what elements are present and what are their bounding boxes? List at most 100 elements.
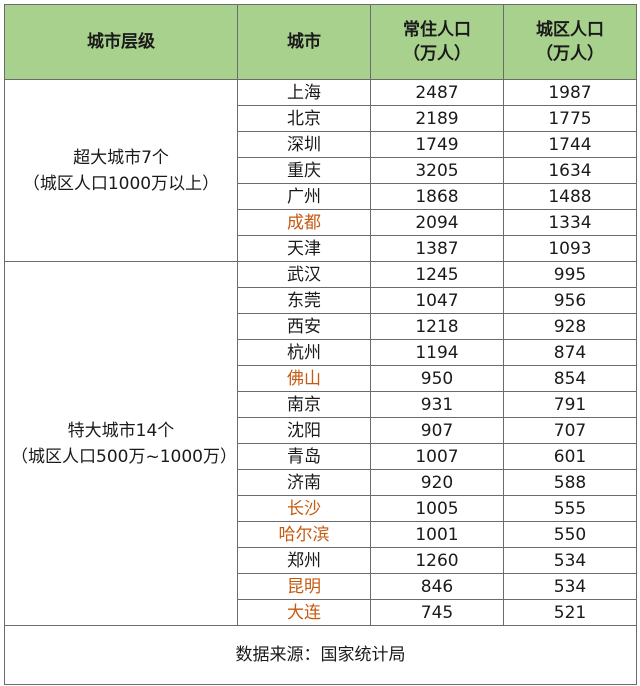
table-row: 重庆 3205 1634 [5, 157, 637, 184]
resident-population-cell: 1868 [370, 183, 504, 210]
table-body: 超大城市7个 （城区人口1000万以上） 上海 2487 1987 北京 2189 1775 深… [4, 79, 637, 626]
tier-criteria: （城区人口1000万以上） [22, 173, 220, 194]
table-row: 深圳 1749 1744 [5, 131, 637, 158]
urban-population-cell: 1987 [503, 79, 637, 106]
resident-population-cell: 3205 [370, 157, 504, 184]
urban-population-cell: 1744 [503, 131, 637, 158]
table-row: 南京 931 791 [5, 391, 637, 418]
resident-population-cell: 1007 [370, 443, 504, 470]
urban-population-cell: 874 [503, 339, 637, 366]
urban-population-cell: 1634 [503, 157, 637, 184]
table-row: 杭州 1194 874 [5, 339, 637, 366]
table-row: 昆明 846 534 [5, 573, 637, 600]
table-row: 超大城市7个 （城区人口1000万以上） 上海 2487 1987 [4, 79, 637, 262]
resident-population-cell: 2189 [370, 105, 504, 132]
header-resident-line1: 常住人口 [403, 20, 471, 40]
urban-population-cell: 534 [503, 573, 637, 600]
tier-criteria: （城区人口500万~1000万） [11, 446, 237, 467]
resident-population-cell: 1749 [370, 131, 504, 158]
header-resident-population: 常住人口 （万人） [370, 4, 504, 80]
header-tier: 城市层级 [4, 4, 238, 80]
table-row: 广州 1868 1488 [5, 183, 637, 210]
table-row: 北京 2189 1775 [5, 105, 637, 132]
source-note: 数据来源：国家统计局 [4, 625, 637, 685]
tier-label: 特大城市14个 [67, 420, 175, 441]
resident-population-cell: 920 [370, 469, 504, 496]
city-name-cell: 天津 [237, 235, 371, 262]
city-name-cell: 杭州 [237, 339, 371, 366]
city-name-cell: 北京 [237, 105, 371, 132]
city-name-cell: 深圳 [237, 131, 371, 158]
city-name-cell: 成都 [237, 209, 371, 236]
city-name-cell: 东莞 [237, 287, 371, 314]
tier-cell: 超大城市7个 （城区人口1000万以上） [4, 79, 238, 262]
header-urban-population: 城区人口 （万人） [503, 4, 637, 80]
table-row: 特大城市14个 （城区人口500万~1000万） 武汉 1245 995 [4, 261, 637, 626]
header-row: 城市层级 城市 常住人口 （万人） 城区人口 （万人） [4, 4, 637, 80]
city-population-table: 城市层级 城市 常住人口 （万人） 城区人口 （万人） 超大城市7个 （城区人口1… [4, 4, 637, 685]
city-name-cell: 哈尔滨 [237, 521, 371, 548]
resident-population-cell: 1218 [370, 313, 504, 340]
city-name-cell: 武汉 [237, 261, 371, 288]
table-footer: 数据来源：国家统计局 [4, 625, 637, 685]
city-name-cell: 大连 [237, 599, 371, 626]
source-row: 数据来源：国家统计局 [4, 625, 637, 685]
urban-population-cell: 1488 [503, 183, 637, 210]
resident-population-cell: 745 [370, 599, 504, 626]
resident-population-cell: 1245 [370, 261, 504, 288]
table-header: 城市层级 城市 常住人口 （万人） 城区人口 （万人） [4, 4, 637, 80]
table-row: 西安 1218 928 [5, 313, 637, 340]
resident-population-cell: 1005 [370, 495, 504, 522]
resident-population-cell: 846 [370, 573, 504, 600]
resident-population-cell: 2487 [370, 79, 504, 106]
urban-population-cell: 1775 [503, 105, 637, 132]
urban-population-cell: 601 [503, 443, 637, 470]
urban-population-cell: 555 [503, 495, 637, 522]
urban-population-cell: 791 [503, 391, 637, 418]
table-row: 哈尔滨 1001 550 [5, 521, 637, 548]
urban-population-cell: 854 [503, 365, 637, 392]
city-name-cell: 佛山 [237, 365, 371, 392]
city-name-cell: 青岛 [237, 443, 371, 470]
table-row: 东莞 1047 956 [5, 287, 637, 314]
city-name-cell: 重庆 [237, 157, 371, 184]
tier-cell: 特大城市14个 （城区人口500万~1000万） [4, 261, 238, 626]
resident-population-cell: 1387 [370, 235, 504, 262]
table-row: 天津 1387 1093 [5, 235, 637, 262]
city-name-cell: 长沙 [237, 495, 371, 522]
resident-population-cell: 2094 [370, 209, 504, 236]
resident-population-cell: 1260 [370, 547, 504, 574]
city-name-cell: 济南 [237, 469, 371, 496]
urban-population-cell: 550 [503, 521, 637, 548]
urban-population-cell: 995 [503, 261, 637, 288]
resident-population-cell: 907 [370, 417, 504, 444]
resident-population-cell: 931 [370, 391, 504, 418]
city-name-cell: 广州 [237, 183, 371, 210]
table-row: 大连 745 521 [5, 599, 637, 626]
city-name-cell: 郑州 [237, 547, 371, 574]
header-urban-line2: （万人） [536, 44, 604, 64]
urban-population-cell: 588 [503, 469, 637, 496]
city-name-cell: 南京 [237, 391, 371, 418]
city-name-cell: 昆明 [237, 573, 371, 600]
table-row: 成都 2094 1334 [5, 209, 637, 236]
resident-population-cell: 1194 [370, 339, 504, 366]
city-name-cell: 上海 [237, 79, 371, 106]
resident-population-cell: 1001 [370, 521, 504, 548]
header-city: 城市 [237, 4, 371, 80]
header-urban-line1: 城区人口 [536, 20, 604, 40]
urban-population-cell: 521 [503, 599, 637, 626]
city-name-cell: 沈阳 [237, 417, 371, 444]
table-row: 长沙 1005 555 [5, 495, 637, 522]
table-row: 佛山 950 854 [5, 365, 637, 392]
urban-population-cell: 1334 [503, 209, 637, 236]
resident-population-cell: 1047 [370, 287, 504, 314]
urban-population-cell: 707 [503, 417, 637, 444]
city-name-cell: 西安 [237, 313, 371, 340]
header-resident-line2: （万人） [403, 44, 471, 64]
urban-population-cell: 928 [503, 313, 637, 340]
urban-population-cell: 1093 [503, 235, 637, 262]
urban-population-cell: 956 [503, 287, 637, 314]
urban-population-cell: 534 [503, 547, 637, 574]
